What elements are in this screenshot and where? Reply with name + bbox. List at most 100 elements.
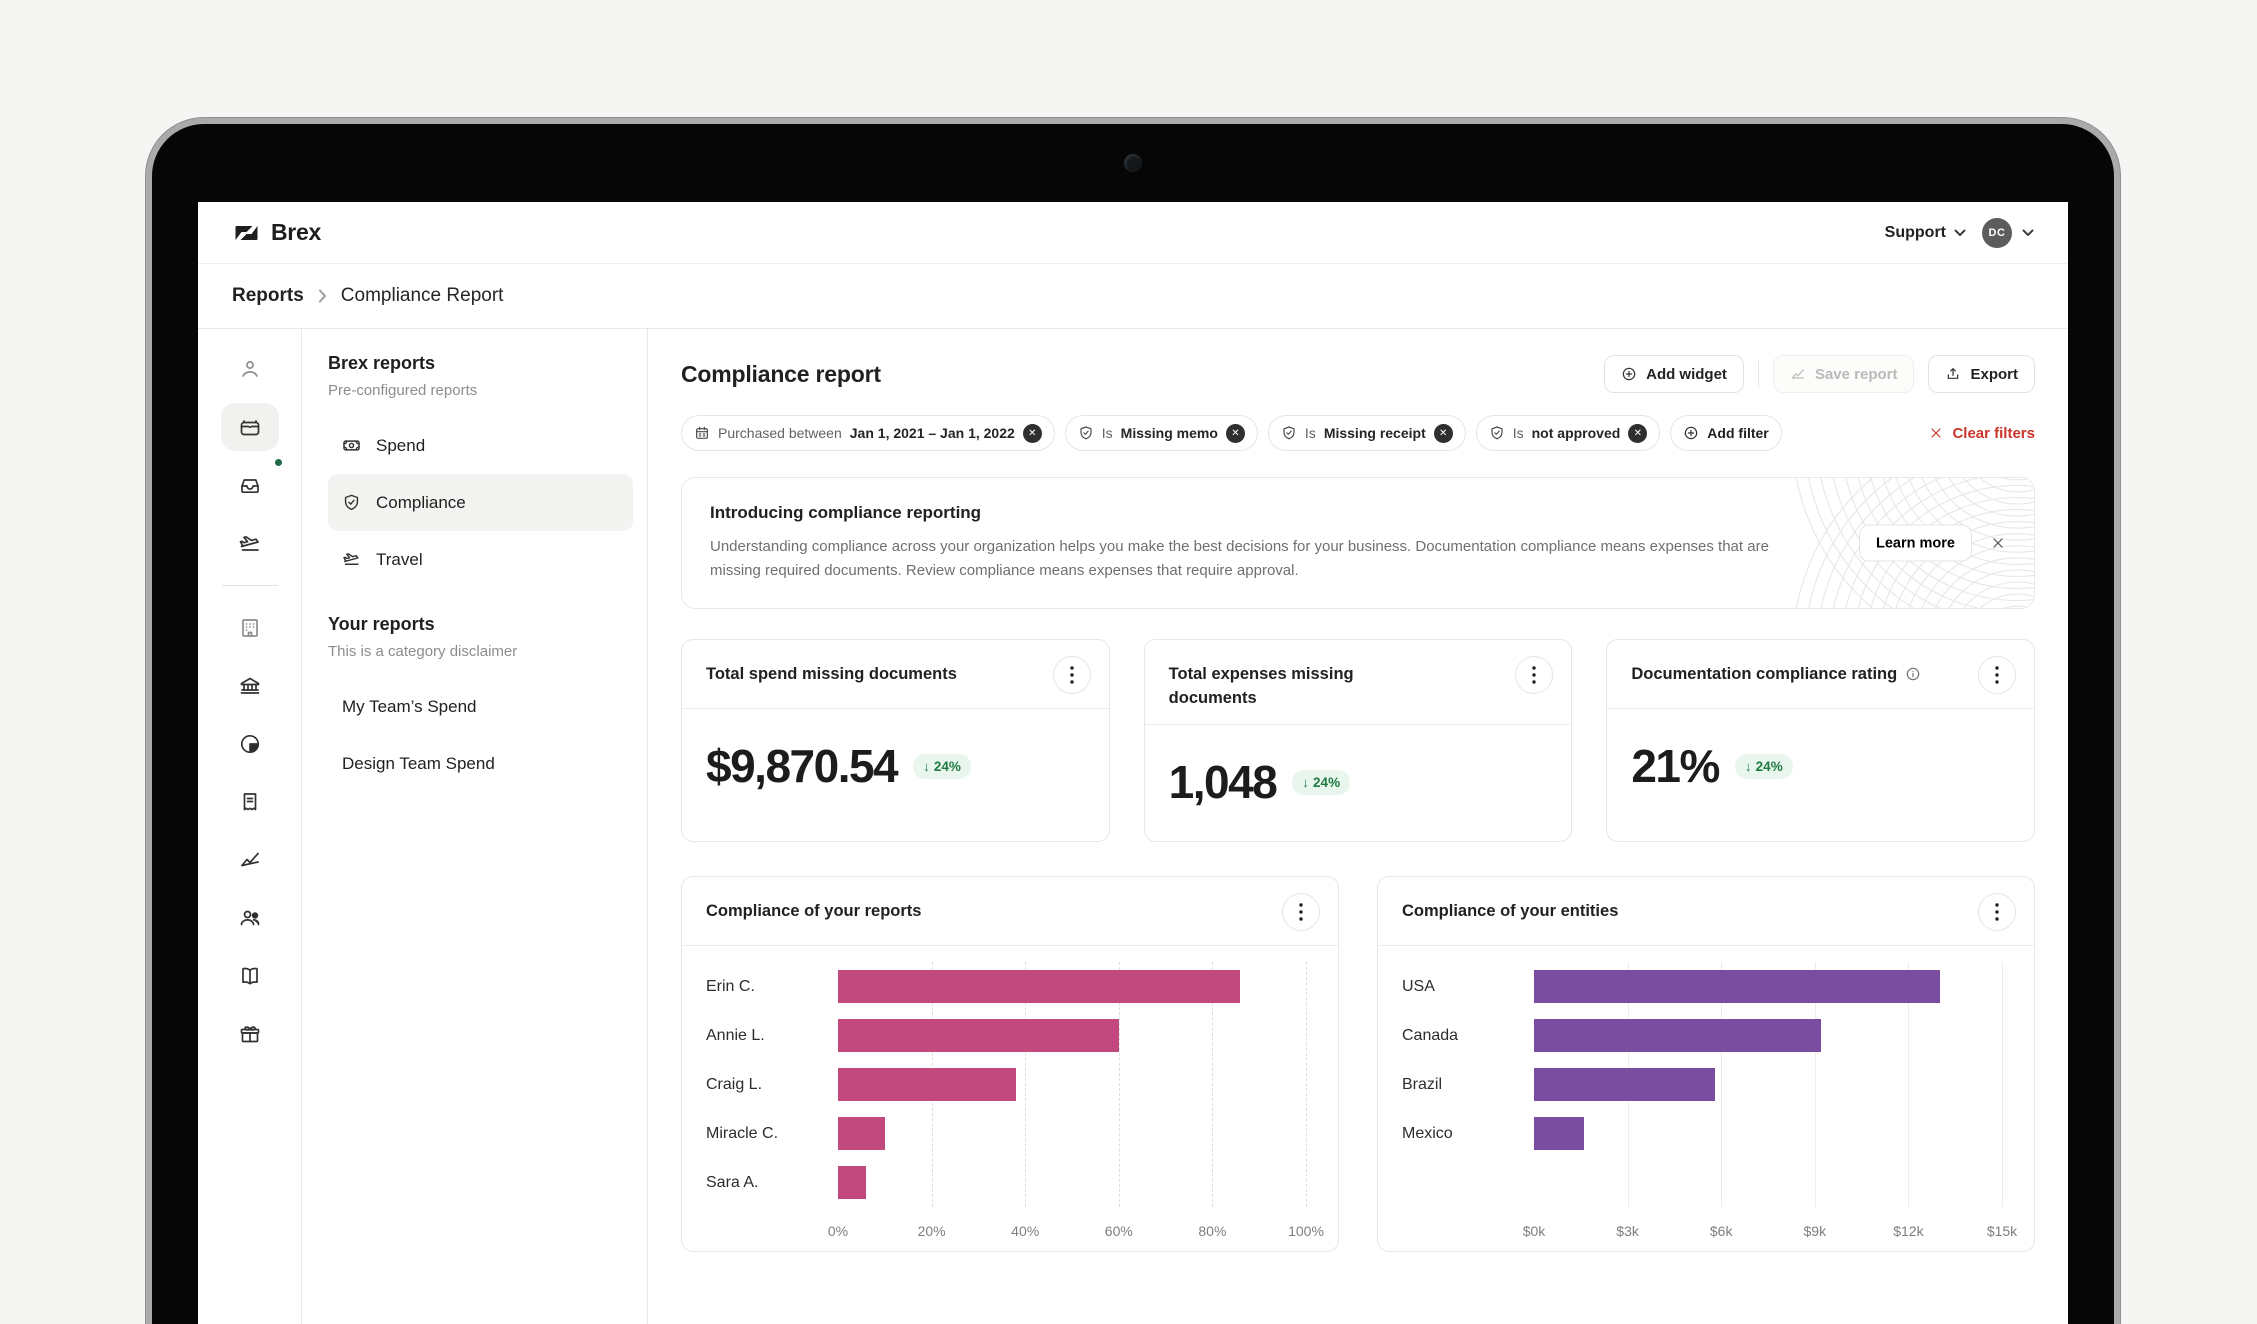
calendar-icon	[696, 426, 708, 439]
sidebar-item-travel[interactable]: Travel	[328, 531, 633, 588]
bar[interactable]	[838, 1019, 1119, 1052]
nav-inbox-icon[interactable]	[221, 457, 284, 509]
kebab-menu-icon[interactable]	[1282, 893, 1320, 931]
remove-filter-icon[interactable]: ✕	[1433, 423, 1453, 443]
bar[interactable]	[1534, 970, 1940, 1003]
kebab-menu-icon[interactable]	[1052, 656, 1091, 694]
sidebar-item-compliance[interactable]: Compliance	[328, 474, 633, 531]
nav-team-icon[interactable]	[221, 894, 279, 942]
bar[interactable]	[838, 1117, 885, 1150]
account-menu[interactable]: DC	[1982, 217, 2034, 248]
chart-row: Mexico	[1402, 1109, 2010, 1158]
filter-bar: Purchased between Jan 1, 2021 – Jan 1, 2…	[681, 415, 2035, 451]
filter-chip-missing-memo[interactable]: Is Missing memo ✕	[1064, 415, 1258, 451]
down-arrow-icon: ↓	[1302, 774, 1310, 790]
sidebar-item-label: Travel	[376, 549, 423, 569]
nav-receipts-icon[interactable]	[221, 778, 279, 826]
kebab-menu-icon[interactable]	[1515, 656, 1554, 694]
bar[interactable]	[838, 1068, 1016, 1101]
chart-title: Compliance of your entities	[1402, 902, 1619, 920]
sidebar-item-design-team-spend[interactable]: Design Team Spend	[328, 735, 633, 792]
bar[interactable]	[838, 970, 1241, 1003]
category-label: Canada	[1402, 1026, 1459, 1044]
shield-check-icon	[344, 494, 359, 511]
nav-company-icon[interactable]	[221, 604, 279, 652]
breadcrumb-reports[interactable]: Reports	[232, 285, 304, 306]
add-widget-button[interactable]: Add widget	[1604, 355, 1744, 393]
nav-budgets-icon[interactable]	[221, 720, 279, 768]
line-chart-icon	[1792, 369, 1804, 379]
remove-filter-icon[interactable]: ✕	[1022, 423, 1042, 443]
bar[interactable]	[1534, 1068, 1715, 1101]
banner-title: Introducing compliance reporting	[710, 503, 982, 522]
nav-rewards-icon[interactable]	[221, 1010, 279, 1058]
x-axis: $0k $3k $6k $9k $12k $15k	[1523, 1217, 2017, 1251]
x-tick-label: $9k	[1803, 1223, 1827, 1239]
filter-chip-not-approved[interactable]: Is not approved ✕	[1475, 415, 1661, 451]
clear-filters-button[interactable]: Clear filters	[1928, 425, 2035, 442]
bar[interactable]	[1534, 1117, 1584, 1150]
banknote-icon	[343, 440, 360, 451]
nav-banking-icon[interactable]	[221, 662, 279, 710]
brex-logo[interactable]: Brex	[232, 219, 321, 246]
learn-more-button[interactable]: Learn more	[1859, 524, 1972, 562]
x-tick-label: 60%	[1104, 1223, 1133, 1239]
down-arrow-icon: ↓	[1744, 758, 1752, 774]
chart-row: Annie L.	[706, 1011, 1314, 1060]
filter-chip-missing-receipt[interactable]: Is Missing receipt ✕	[1267, 415, 1466, 451]
add-filter-button[interactable]: Add filter	[1670, 415, 1782, 451]
plane-icon	[343, 553, 359, 565]
sidebar-section-subtitle: This is a category disclaimer	[328, 643, 518, 660]
filter-chip-value: Jan 1, 2021 – Jan 1, 2022	[849, 425, 1015, 441]
chevron-down-icon	[2022, 229, 2034, 236]
nav-travel-icon[interactable]	[221, 519, 279, 567]
sidebar-item-spend[interactable]: Spend	[328, 417, 633, 474]
nav-cards-icon[interactable]	[220, 403, 279, 451]
close-banner-icon[interactable]	[1984, 529, 2012, 557]
export-button[interactable]: Export	[1928, 355, 2035, 393]
kpi-delta-value: 24%	[1313, 774, 1341, 790]
kpi-value: 1,048	[1168, 756, 1278, 808]
chart-row: Craig L.	[706, 1060, 1314, 1109]
plus-circle-icon	[1685, 426, 1698, 440]
filter-chip-value: Missing memo	[1120, 425, 1218, 441]
export-label: Export	[1970, 365, 2018, 383]
nav-user-icon[interactable]	[221, 345, 279, 393]
kebab-menu-icon[interactable]	[1978, 893, 2016, 931]
info-icon[interactable]	[1905, 666, 1921, 682]
sidebar-item-label: Design Team Spend	[342, 753, 495, 773]
sidebar-item-label: My Team’s Spend	[342, 696, 477, 716]
shield-check-icon	[1283, 426, 1295, 440]
kpi-value: 21%	[1631, 740, 1720, 792]
save-report-button[interactable]: Save report	[1772, 355, 1915, 393]
nav-resources-icon[interactable]	[221, 952, 279, 1000]
filter-chip-value: not approved	[1531, 425, 1621, 441]
chart-row: Erin C.	[706, 962, 1314, 1011]
support-label: Support	[1884, 223, 1946, 241]
support-menu[interactable]: Support	[1885, 224, 1966, 242]
sidebar-item-my-teams-spend[interactable]: My Team’s Spend	[328, 678, 633, 735]
kpi-title: Documentation compliance rating	[1631, 656, 1921, 686]
avatar: DC	[1982, 217, 2012, 248]
kpi-delta-badge: ↓ 24%	[913, 753, 971, 779]
kpi-value: $9,870.54	[706, 740, 899, 792]
shield-check-icon	[1080, 426, 1092, 440]
remove-filter-icon[interactable]: ✕	[1225, 423, 1245, 443]
sidebar-section-title: Your reports	[328, 614, 435, 634]
kebab-menu-icon[interactable]	[1978, 656, 2017, 694]
filter-chip-purchased-between[interactable]: Purchased between Jan 1, 2021 – Jan 1, 2…	[681, 415, 1055, 451]
sidebar-section-title: Brex reports	[328, 353, 436, 373]
category-label: Brazil	[1402, 1075, 1443, 1093]
filter-chip-label: Is	[1512, 425, 1524, 441]
top-bar: Brex Support DC	[198, 202, 2068, 264]
bar[interactable]	[1534, 1019, 1822, 1052]
category-label: Annie L.	[706, 1026, 765, 1044]
x-tick-label: 80%	[1198, 1223, 1227, 1239]
kpi-title: Total spend missing documents	[706, 665, 957, 683]
chart-row: Sara A.	[706, 1158, 1314, 1207]
bar[interactable]	[838, 1166, 867, 1199]
rail-divider	[221, 585, 278, 586]
remove-filter-icon[interactable]: ✕	[1628, 423, 1648, 443]
category-label: USA	[1402, 977, 1435, 995]
nav-reporting-icon[interactable]	[221, 836, 279, 884]
